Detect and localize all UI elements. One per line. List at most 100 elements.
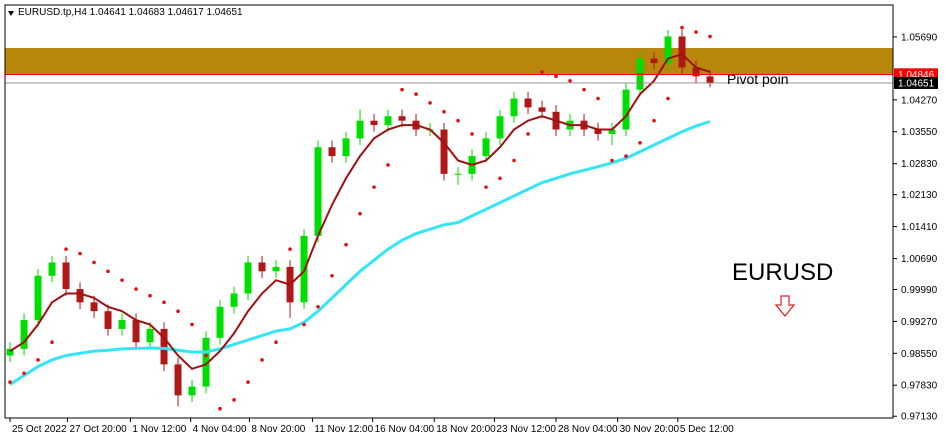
sar-dot [442,109,446,114]
x-tick-label: 16 Nov 04:00 [375,424,435,435]
down-arrow-icon [774,295,796,317]
sar-dot [330,273,334,278]
chart-title: EURUSD.tp,H4 1.04641 1.04683 1.04617 1.0… [18,7,243,18]
candle-body [538,107,546,112]
sar-dot [624,154,628,158]
y-tick-label: 1.00690 [901,254,938,265]
x-tick-label: 27 Oct 20:00 [69,424,127,435]
candle-body [496,116,504,139]
candle-body [202,337,210,387]
sar-dot [274,340,278,345]
candle-body [160,328,168,365]
candle-body [146,328,154,343]
y-tick-label: 0.97130 [901,412,938,423]
candle-body [328,147,336,157]
sar-dot [22,371,26,376]
candle-body [594,129,602,134]
sar-dot [260,358,264,362]
candle-body [398,116,406,121]
candle-body [258,262,266,272]
sar-dot [106,269,110,274]
y-tick-label: 1.04270 [901,95,938,106]
y-tick-label: 0.97830 [901,381,938,392]
sar-dot [596,96,600,101]
candle-body [356,120,364,139]
sar-dot [232,398,236,402]
sar-dot [400,87,404,92]
x-tick-label: 23 Nov 12:00 [496,424,556,435]
candle-body [482,138,490,157]
sar-dot [190,322,194,327]
candle-body [6,348,14,356]
candle-body [650,58,658,64]
x-tick-label: 18 Nov 20:00 [436,424,496,435]
candle-body [230,293,238,307]
candle-body [692,67,700,77]
y-tick-label: 0.99270 [901,317,938,328]
plot-area [5,25,893,411]
candle-body [216,306,224,338]
sar-dot [64,247,68,251]
y-tick-label: 0.98550 [901,349,938,360]
candle-body [608,129,616,134]
sar-dot [568,78,572,83]
sar-dot [120,278,124,282]
sar-dot [428,101,432,105]
sar-dot [372,185,376,189]
price-label: 1.04846 [898,70,935,81]
candle-body [524,98,532,108]
sar-dot [204,353,208,358]
sar-dot [50,340,54,345]
sar-dot [512,158,516,163]
candle-body [454,173,462,175]
candle-body [244,262,252,294]
y-tick-label: 1.02830 [901,159,938,170]
sar-dot [554,74,558,79]
candle-body [90,302,98,312]
candle-body [174,364,182,396]
sar-dot [498,176,502,181]
sar-dot [148,293,152,298]
y-tick-label: 1.03550 [901,127,938,138]
sar-dot [484,185,488,189]
sar-dot [666,96,670,101]
sar-dot [610,158,614,163]
x-tick-label: 5 Dec 12:00 [680,424,734,435]
y-tick-label: 1.01410 [901,222,938,233]
candle-body [314,147,322,236]
sar-dot [316,304,320,309]
sar-dot [36,358,40,362]
sar-dot [162,300,166,305]
candle-body [622,89,630,130]
x-tick-label: 8 Nov 20:00 [251,424,305,435]
candle-body [272,266,280,272]
x-tick-label: 30 Nov 20:00 [620,424,680,435]
header-icon [8,11,14,16]
annotation: Pivot poin [727,71,788,87]
y-tick-label: 0.99990 [901,285,938,296]
y-tick-label: 1.05690 [901,32,938,43]
sar-dot [302,322,306,327]
sar-dot [414,92,418,96]
moving-average-line [9,120,711,386]
candle-body [62,262,70,290]
x-tick-label: 1 Nov 12:00 [132,424,186,435]
candle-body [678,36,686,68]
candle-body [132,320,140,343]
price-label: 1.04651 [898,78,935,89]
sar-dot [134,287,138,291]
candle-body [706,76,714,83]
moving-average-line [9,53,711,370]
x-tick-label: 28 Nov 04:00 [558,424,618,435]
sar-dot [526,132,530,136]
candle-body [118,320,126,329]
x-tick-label: 4 Nov 04:00 [193,424,247,435]
candle-body [510,98,518,117]
candle-body [34,275,42,321]
price-label-box [894,76,938,89]
sar-dot [218,406,222,411]
sar-dot [470,132,474,136]
sar-dot [652,118,656,123]
candle-body [48,262,56,276]
